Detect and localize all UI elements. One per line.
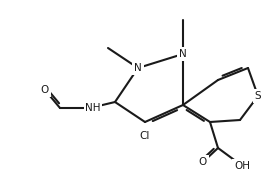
Text: S: S bbox=[255, 91, 261, 101]
Text: O: O bbox=[199, 157, 207, 167]
Text: N: N bbox=[179, 49, 187, 59]
Text: O: O bbox=[41, 85, 49, 95]
Text: N: N bbox=[134, 63, 142, 73]
Text: OH: OH bbox=[234, 161, 250, 171]
Text: NH: NH bbox=[85, 103, 101, 113]
Text: Cl: Cl bbox=[140, 131, 150, 141]
